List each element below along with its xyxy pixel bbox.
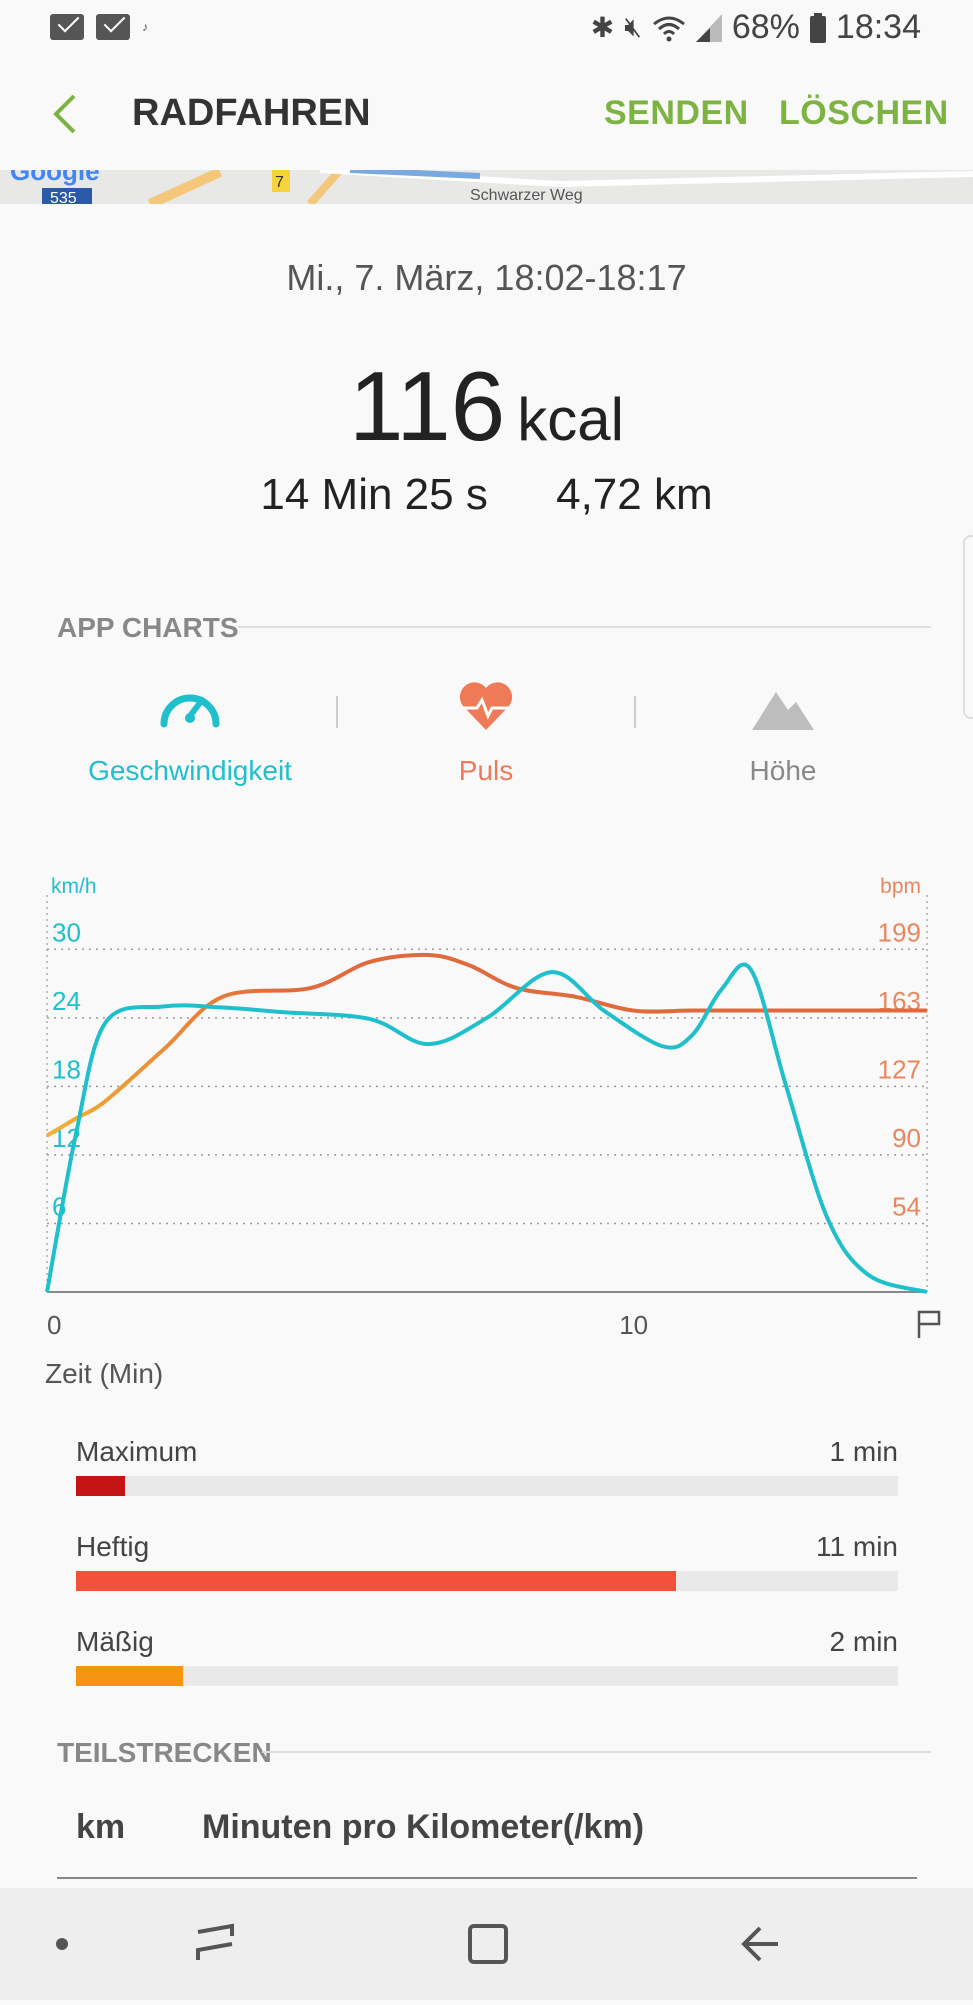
app-bar: RADFAHREN SENDEN LÖSCHEN [0, 58, 973, 170]
send-button[interactable]: SENDEN [604, 94, 749, 132]
mute-icon: 🔇︎ [624, 11, 642, 42]
zone-bar-track [76, 1571, 898, 1591]
heart-rate-icon [459, 682, 513, 730]
calories-value: 116 [349, 351, 506, 461]
zone-bar-fill [76, 1666, 183, 1686]
tab-pulse-label: Puls [458, 755, 514, 786]
navigation-bar [0, 1888, 973, 2000]
right-tick-label: 127 [878, 1054, 921, 1084]
wifi-icon [652, 16, 685, 41]
clock: 18:34 [835, 8, 921, 46]
x-tick-label: 10 [619, 1310, 648, 1340]
map-road-number-2: 7 [275, 174, 284, 191]
tab-pulse[interactable]: Puls [336, 680, 636, 787]
bluetooth-icon: ✱ [590, 12, 615, 43]
map-road-number: 535 [50, 190, 77, 204]
app-charts-title: APP CHARTS [57, 612, 239, 643]
zone-duration: 2 min [829, 1626, 898, 1657]
delete-button[interactable]: LÖSCHEN [779, 94, 949, 132]
left-tick-label: 18 [52, 1054, 81, 1084]
left-axis-unit: km/h [51, 875, 97, 898]
calories: 116 kcal [0, 350, 973, 463]
recent-apps-icon[interactable] [196, 1923, 234, 1960]
back-nav-icon[interactable] [741, 1926, 778, 1962]
status-bar: ♪ ✱ 🔇︎ 68% 18:34 [0, 0, 973, 58]
battery-level: 68% [731, 8, 800, 46]
zone-duration: 11 min [816, 1531, 898, 1562]
map-logo: Google [10, 170, 100, 186]
tab-altitude-label: Höhe [749, 755, 817, 786]
x-axis-label: Zeit (Min) [45, 1358, 164, 1389]
splits-title: TEILSTRECKEN [57, 1737, 272, 1768]
workout-date: Mi., 7. März, 18:02-18:17 [286, 257, 687, 298]
col-pace: Minuten pro Kilometer(/km) [202, 1808, 645, 1846]
home-button-icon[interactable] [468, 1924, 508, 1964]
speedometer-icon [160, 694, 220, 728]
tab-speed[interactable]: Geschwindigkeit [40, 680, 340, 787]
signal-icon [695, 13, 722, 42]
zone-name: Maximum [76, 1436, 198, 1467]
mountain-icon [752, 692, 814, 730]
workout-stats: 14 Min 25 s 4,72 km [0, 470, 973, 520]
route-map[interactable]: Google 535 7 Schwarzer Weg [0, 170, 973, 204]
back-arrow-icon[interactable] [44, 86, 88, 142]
tab-altitude[interactable]: Höhe [633, 680, 933, 787]
duration: 14 Min 25 s [260, 470, 488, 519]
mail-icon [96, 14, 130, 40]
left-tick-label: 30 [52, 917, 81, 947]
mail-icon [50, 14, 84, 40]
section-divider [238, 626, 931, 628]
table-header-divider [57, 1877, 917, 1879]
battery-icon [809, 12, 826, 43]
x-tick-label: 0 [47, 1310, 61, 1340]
tab-speed-label: Geschwindigkeit [88, 755, 292, 786]
tab-divider [634, 696, 636, 728]
left-tick-label: 24 [52, 986, 81, 1016]
scroll-handle[interactable] [963, 535, 973, 719]
distance: 4,72 km [556, 470, 713, 519]
right-tick-label: 54 [892, 1191, 921, 1221]
nav-dot-icon[interactable] [56, 1938, 68, 1950]
zone-bar-track [76, 1476, 898, 1496]
right-tick-label: 199 [878, 917, 921, 947]
speed-series-line [45, 962, 928, 1294]
page-title: RADFAHREN [132, 92, 371, 134]
right-tick-label: 90 [892, 1123, 921, 1153]
zone-name: Heftig [76, 1531, 150, 1562]
zone-name: Mäßig [76, 1626, 154, 1657]
col-km: km [76, 1808, 126, 1846]
right-axis-unit: bpm [880, 875, 921, 898]
zone-bar-fill [76, 1476, 126, 1496]
map-street-label: Schwarzer Weg [470, 187, 583, 204]
notification-icons: ♪ [50, 14, 148, 40]
zone-bar-fill [76, 1571, 677, 1591]
finish-flag-icon [917, 1310, 941, 1338]
calories-unit: kcal [517, 386, 624, 453]
amazon-music-icon: ♪ [142, 20, 148, 34]
zone-bar-track [76, 1666, 898, 1686]
zone-duration: 1 min [829, 1436, 898, 1467]
section-divider [262, 1751, 931, 1753]
pulse-series-line [45, 952, 927, 1138]
tab-divider [336, 696, 338, 728]
system-status: ✱ 🔇︎ 68% 18:34 [591, 8, 921, 47]
